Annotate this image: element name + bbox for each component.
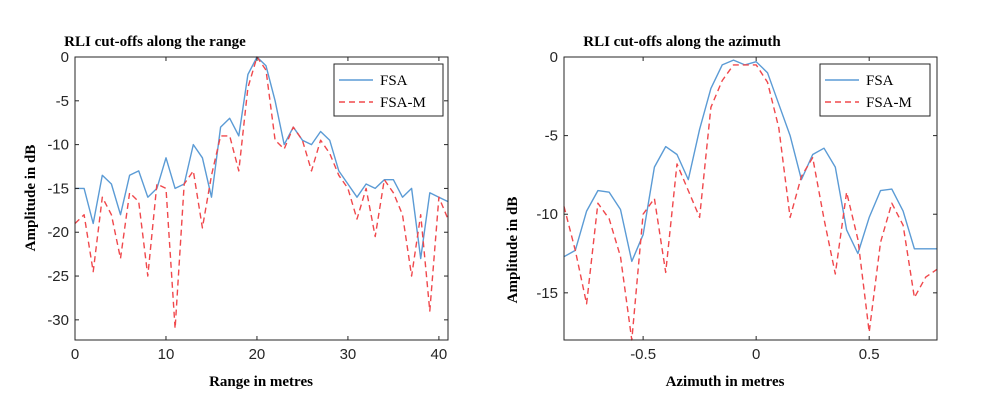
range-y-tick-label: -15	[47, 180, 69, 197]
range-chart-legend-box	[333, 63, 444, 117]
azimuth-chart-x-axis-label: Azimuth in metres	[666, 374, 785, 390]
range-chart-x-axis-label: Range in metres	[209, 374, 313, 390]
azimuth-chart-panel: RLI cut-offs along the azimuth Azimuth i…	[505, 34, 938, 390]
range-x-tick-label: 0	[71, 346, 79, 363]
azimuth-legend-fsa-m-label: FSA-M	[866, 95, 912, 111]
range-y-tick-label: -10	[47, 137, 69, 154]
range-y-tick-label: -30	[47, 312, 69, 329]
azimuth-y-tick-label: -5	[545, 128, 558, 145]
azimuth-x-tick-label: 0.5	[859, 346, 880, 363]
azimuth-y-tick-label: 0	[550, 49, 558, 66]
range-y-tick-label: -5	[56, 93, 69, 110]
azimuth-y-tick-label: -10	[536, 206, 558, 223]
range-legend-fsa-m-label: FSA-M	[380, 95, 426, 111]
range-chart-title: RLI cut-offs along the range	[64, 34, 246, 50]
range-chart-legend: FSA FSA-M	[333, 63, 444, 117]
range-chart-frame	[74, 56, 449, 341]
range-x-tick-label: 40	[431, 346, 448, 363]
azimuth-x-tick-label: -0.5	[630, 346, 656, 363]
azimuth-series-fsa-line	[563, 59, 937, 263]
azimuth-y-tick-label: -15	[536, 285, 558, 302]
azimuth-chart-legend: FSA FSA-M	[819, 63, 931, 117]
azimuth-chart-legend-box	[819, 63, 931, 117]
range-series-fsa-line	[75, 56, 449, 260]
azimuth-chart-title: RLI cut-offs along the azimuth	[583, 34, 781, 50]
range-series-fsa-m-line	[74, 56, 449, 330]
azimuth-chart-frame	[563, 56, 938, 341]
azimuth-series-fsa-m-line	[563, 64, 938, 341]
range-x-tick-label: 20	[249, 346, 266, 363]
range-x-tick-label: 10	[158, 346, 175, 363]
range-y-tick-label: -20	[47, 224, 69, 241]
range-legend-fsa-label: FSA	[380, 73, 408, 89]
azimuth-legend-fsa-label: FSA	[866, 73, 894, 89]
azimuth-chart-plot-area	[563, 59, 938, 341]
azimuth-chart-y-axis-label: Amplitude in dB	[505, 197, 521, 304]
range-chart-panel: RLI cut-offs along the range Range in me…	[23, 34, 449, 390]
range-y-tick-label: 0	[61, 49, 69, 66]
range-y-tick-label: -25	[47, 268, 69, 285]
range-chart-plot-area	[74, 56, 449, 330]
range-x-tick-label: 30	[340, 346, 357, 363]
range-chart-y-axis-label: Amplitude in dB	[23, 145, 39, 252]
azimuth-x-tick-label: 0	[752, 346, 760, 363]
